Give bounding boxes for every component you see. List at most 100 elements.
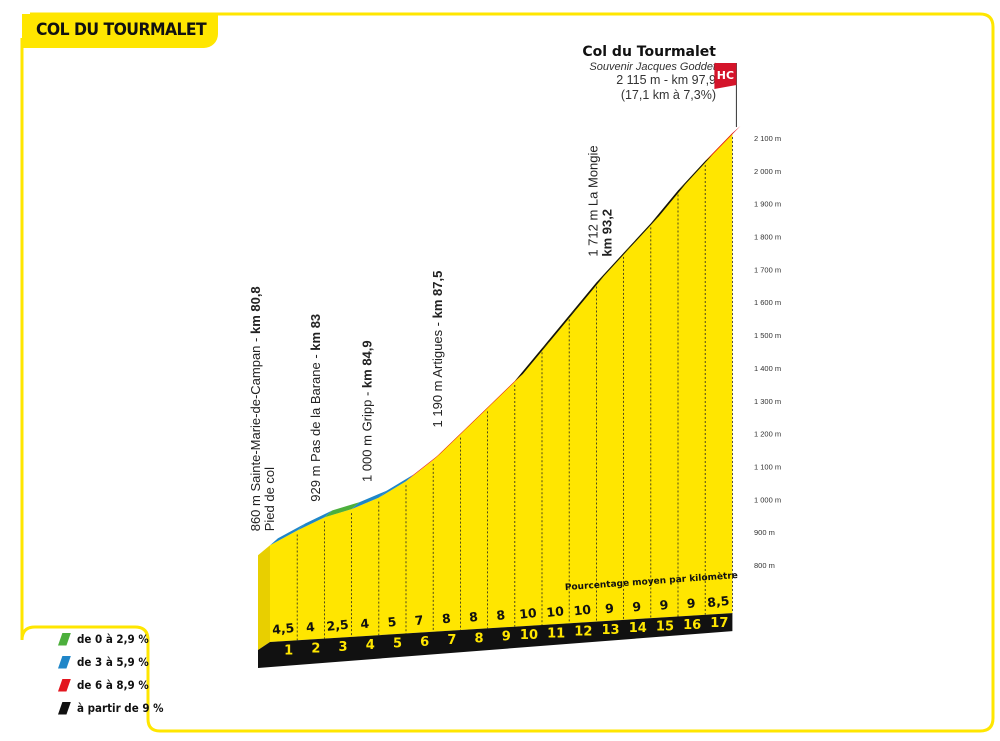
km-tick-label: 5: [393, 637, 402, 652]
waypoint-name: 1 712 m La Mongie: [585, 145, 600, 256]
profile-side: [258, 545, 270, 650]
waypoint-extra: Pied de col: [262, 467, 277, 531]
y-tick-label: 2 100 m: [754, 134, 781, 143]
y-tick-label: 2 000 m: [754, 167, 781, 176]
legend-swatch-blue: [58, 655, 71, 669]
km-tick-label: 7: [447, 633, 456, 648]
km-tick-label: 13: [602, 623, 620, 638]
y-tick-label: 1 900 m: [754, 200, 781, 209]
waypoint-text: 1 000 m Gripp - km 84,9: [360, 340, 375, 482]
gradient-label: 9: [686, 595, 696, 611]
waypoint-text: 1 190 m Artigues - km 87,5: [430, 271, 445, 428]
gradient-label: 4: [360, 616, 371, 632]
gradient-label: 9: [659, 597, 669, 613]
summit-altitude: 2 115 m - km 97,9: [616, 73, 716, 88]
y-tick-label: 1 200 m: [754, 430, 781, 439]
y-tick-label: 1 500 m: [754, 331, 781, 340]
gradient-segment: [569, 275, 605, 316]
km-base-strip: [258, 613, 733, 668]
gradient-label: 10: [573, 602, 592, 619]
category-flag: [714, 63, 737, 89]
gradient-segment: [297, 510, 333, 531]
gradient-label: 8,5: [707, 593, 731, 610]
waypoint-text: 929 m Pas de la Barane - km 83: [308, 314, 323, 502]
legend-swatch-red: [58, 678, 71, 692]
waypoint-name: 929 m Pas de la Barane -: [308, 351, 323, 502]
summit-subtitle: Souvenir Jacques Goddet: [589, 60, 716, 73]
gradient-segment: [351, 490, 387, 510]
gradient-segment: [406, 452, 442, 482]
y-tick-label: 1 700 m: [754, 265, 781, 274]
waypoint-km: km 80,8: [248, 286, 263, 334]
waypoint-label: 1 000 m Gripp - km 84,9: [360, 340, 375, 482]
gradient-label: 9: [632, 599, 642, 615]
waypoint-name: 860 m Sainte-Marie-de-Campan -: [248, 334, 263, 531]
gradient-segment: [324, 502, 360, 518]
waypoint-text: 860 m Sainte-Marie-de-Campan - km 80,8: [248, 286, 263, 531]
gradient-segment: [650, 183, 686, 224]
km-tick-label: 16: [683, 618, 701, 633]
km-tick-label: 2: [311, 642, 320, 657]
waypoint-label: 929 m Pas de la Barane - km 83: [308, 314, 323, 502]
y-tick-label: 1 600 m: [754, 298, 781, 307]
y-tick-label: 1 400 m: [754, 364, 781, 373]
km-tick-label: 6: [420, 635, 429, 650]
y-tick-label: 900 m: [754, 528, 775, 537]
gradient-segment: [514, 341, 550, 382]
km-tick-label: 10: [520, 628, 538, 643]
waypoint-km: km 87,5: [430, 271, 445, 319]
gradient-label: 9: [604, 600, 614, 616]
y-tick-label: 1 000 m: [754, 495, 781, 504]
legend-item-red: de 6 à 8,9 %: [58, 676, 157, 694]
km-tick-label: 17: [710, 616, 728, 631]
legend-swatch-black: [58, 701, 71, 715]
waypoint-label: 1 712 m La Mongie km 93,2: [585, 145, 614, 256]
km-tick-label: 14: [629, 621, 647, 636]
legend-label: de 0 à 2,9 %: [77, 632, 149, 646]
gradient-segment: [705, 126, 741, 161]
gradient-segment: [623, 216, 659, 253]
summit-length: (17,1 km à 7,3%): [620, 88, 716, 103]
page-title: COL DU TOURMALET: [36, 20, 207, 40]
gradient-segment: [596, 245, 632, 283]
gradient-legend: de 0 à 2,9 % de 3 à 5,9 % de 6 à 8,9 % à…: [22, 625, 163, 725]
y-tick-label: 1 800 m: [754, 233, 781, 242]
gradient-label: 8: [496, 607, 506, 623]
waypoint-label: 1 190 m Artigues - km 87,5: [430, 271, 445, 428]
km-tick-label: 3: [339, 640, 348, 655]
summit-info: Col du Tourmalet Souvenir Jacques Goddet…: [582, 44, 716, 103]
gradient-label: 7: [414, 612, 424, 628]
legend-label: de 6 à 8,9 %: [77, 678, 149, 692]
legend-item-blue: de 3 à 5,9 %: [58, 653, 157, 671]
y-tick-label: 800 m: [754, 561, 775, 570]
gradient-label: 4,5: [271, 620, 295, 637]
waypoint-text: 1 712 m La Mongie: [585, 145, 600, 256]
km-tick-label: 1: [284, 643, 293, 658]
gradient-label: 4: [305, 619, 316, 635]
km-tick-label: 4: [366, 638, 375, 653]
gradient-segment: [460, 400, 496, 434]
gradient-segment: [487, 374, 523, 408]
legend-item-black: à partir de 9 %: [58, 699, 173, 717]
waypoint-km: km 93,2: [599, 209, 614, 257]
legend-label: de 3 à 5,9 %: [77, 655, 149, 669]
gradient-label: 5: [387, 614, 397, 630]
km-tick-label: 9: [502, 630, 511, 645]
gradient-segment: [542, 308, 578, 349]
km-tick-label: 11: [547, 626, 565, 641]
waypoint-km: km 83: [308, 314, 323, 351]
waypoint-name: 1 190 m Artigues -: [430, 318, 445, 427]
km-tick-label: 15: [656, 620, 674, 635]
gradient-label: 10: [546, 603, 565, 620]
gradient-label: 8: [468, 609, 478, 625]
legend-item-green: de 0 à 2,9 %: [58, 630, 157, 648]
gradient-label: 2,5: [326, 617, 350, 634]
gradient-segment: [678, 153, 714, 191]
waypoint-km: km 84,9: [360, 340, 375, 388]
legend-swatch-green: [58, 632, 71, 646]
gradient-segment: [378, 474, 414, 498]
category-label: HC: [717, 69, 734, 82]
waypoint-name: 1 000 m Gripp -: [360, 388, 375, 482]
